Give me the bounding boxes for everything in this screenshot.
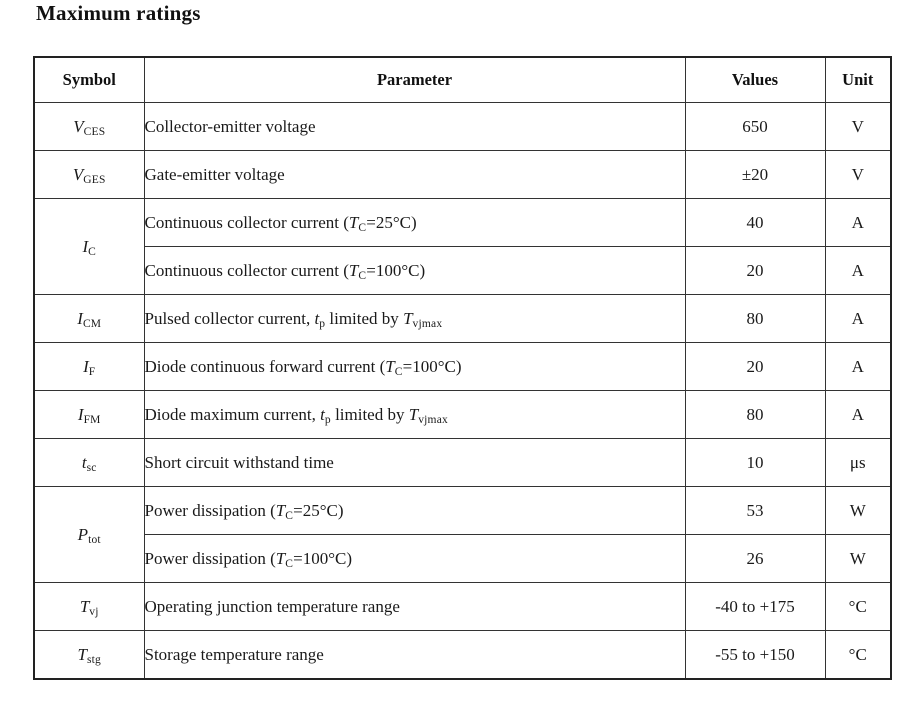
header-values: Values <box>684 56 826 103</box>
value-cell: -55 to +150 <box>684 630 826 680</box>
table-row: IC Continuous collector current (TC=25°C)… <box>33 198 892 295</box>
value-cell: 20 <box>684 342 826 391</box>
unit-cell: W <box>824 486 892 535</box>
symbol-cell: ICM <box>33 294 145 343</box>
unit-cell: μs <box>824 438 892 487</box>
parameter-cell: Continuous collector current (TC=100°C) <box>143 246 686 295</box>
symbol-cell: IF <box>33 342 145 391</box>
symbol-cell: IC <box>33 198 145 295</box>
symbol-cell: VGES <box>33 150 145 199</box>
table-row: Power dissipation (TC=100°C) 26 W <box>34 534 892 583</box>
value-cell: 650 <box>684 102 826 151</box>
table-row: ICM Pulsed collector current, tp limited … <box>33 294 892 343</box>
unit-cell: °C <box>824 582 892 631</box>
parameter-cell: Pulsed collector current, tp limited by … <box>143 294 686 343</box>
parameter-cell: Diode maximum current, tp limited by Tvj… <box>143 390 686 439</box>
parameter-cell: Gate-emitter voltage <box>143 150 686 199</box>
parameter-cell: Short circuit withstand time <box>143 438 686 487</box>
table-row: Continuous collector current (TC=100°C) 2… <box>34 246 892 295</box>
unit-cell: A <box>824 342 892 391</box>
ratings-table: Symbol Parameter Values Unit VCES Collect… <box>33 56 892 680</box>
table-row: IFM Diode maximum current, tp limited by … <box>33 390 892 439</box>
symbol-cell: Tvj <box>33 582 145 631</box>
table-row: VGES Gate-emitter voltage ±20 V <box>33 150 892 199</box>
ratings-table-body: VCES Collector-emitter voltage 650 V VGES Gat… <box>33 102 892 680</box>
parameter-cell: Power dissipation (TC=100°C) <box>143 534 686 583</box>
unit-cell: A <box>824 246 892 295</box>
symbol-cell: VCES <box>33 102 145 151</box>
unit-cell: A <box>824 294 892 343</box>
parameter-cell: Operating junction temperature range <box>143 582 686 631</box>
header-symbol: Symbol <box>33 56 145 103</box>
value-cell: -40 to +175 <box>684 582 826 631</box>
unit-cell: V <box>824 150 892 199</box>
table-row: Tvj Operating junction temperature range -… <box>33 582 892 631</box>
table-row: Tstg Storage temperature range -55 to +150… <box>33 630 892 680</box>
table-row: VCES Collector-emitter voltage 650 V <box>33 102 892 151</box>
value-cell: 53 <box>684 486 826 535</box>
parameter-cell: Power dissipation (TC=25°C) <box>143 486 686 535</box>
value-cell: 80 <box>684 390 826 439</box>
symbol-cell: Tstg <box>33 630 145 680</box>
symbol-cell: tsc <box>33 438 145 487</box>
header-unit: Unit <box>824 56 892 103</box>
table-row: IF Diode continuous forward current (TC=1… <box>33 342 892 391</box>
unit-cell: °C <box>824 630 892 680</box>
header-parameter: Parameter <box>143 56 686 103</box>
symbol-cell: IFM <box>33 390 145 439</box>
parameter-cell: Collector-emitter voltage <box>143 102 686 151</box>
parameter-cell: Continuous collector current (TC=25°C) <box>143 198 686 247</box>
value-cell: 20 <box>684 246 826 295</box>
parameter-cell: Diode continuous forward current (TC=100… <box>143 342 686 391</box>
value-cell: 40 <box>684 198 826 247</box>
symbol-cell: Ptot <box>33 486 145 583</box>
value-cell: 26 <box>684 534 826 583</box>
value-cell: 10 <box>684 438 826 487</box>
table-header-row: Symbol Parameter Values Unit <box>33 56 892 103</box>
parameter-cell: Storage temperature range <box>143 630 686 680</box>
table-row: tsc Short circuit withstand time 10 μs <box>33 438 892 487</box>
page-title: Maximum ratings <box>36 1 201 25</box>
unit-cell: V <box>824 102 892 151</box>
value-cell: ±20 <box>684 150 826 199</box>
unit-cell: W <box>824 534 892 583</box>
unit-cell: A <box>824 390 892 439</box>
table-row: Ptot Power dissipation (TC=25°C) 53 W <box>33 486 892 583</box>
value-cell: 80 <box>684 294 826 343</box>
unit-cell: A <box>824 198 892 247</box>
